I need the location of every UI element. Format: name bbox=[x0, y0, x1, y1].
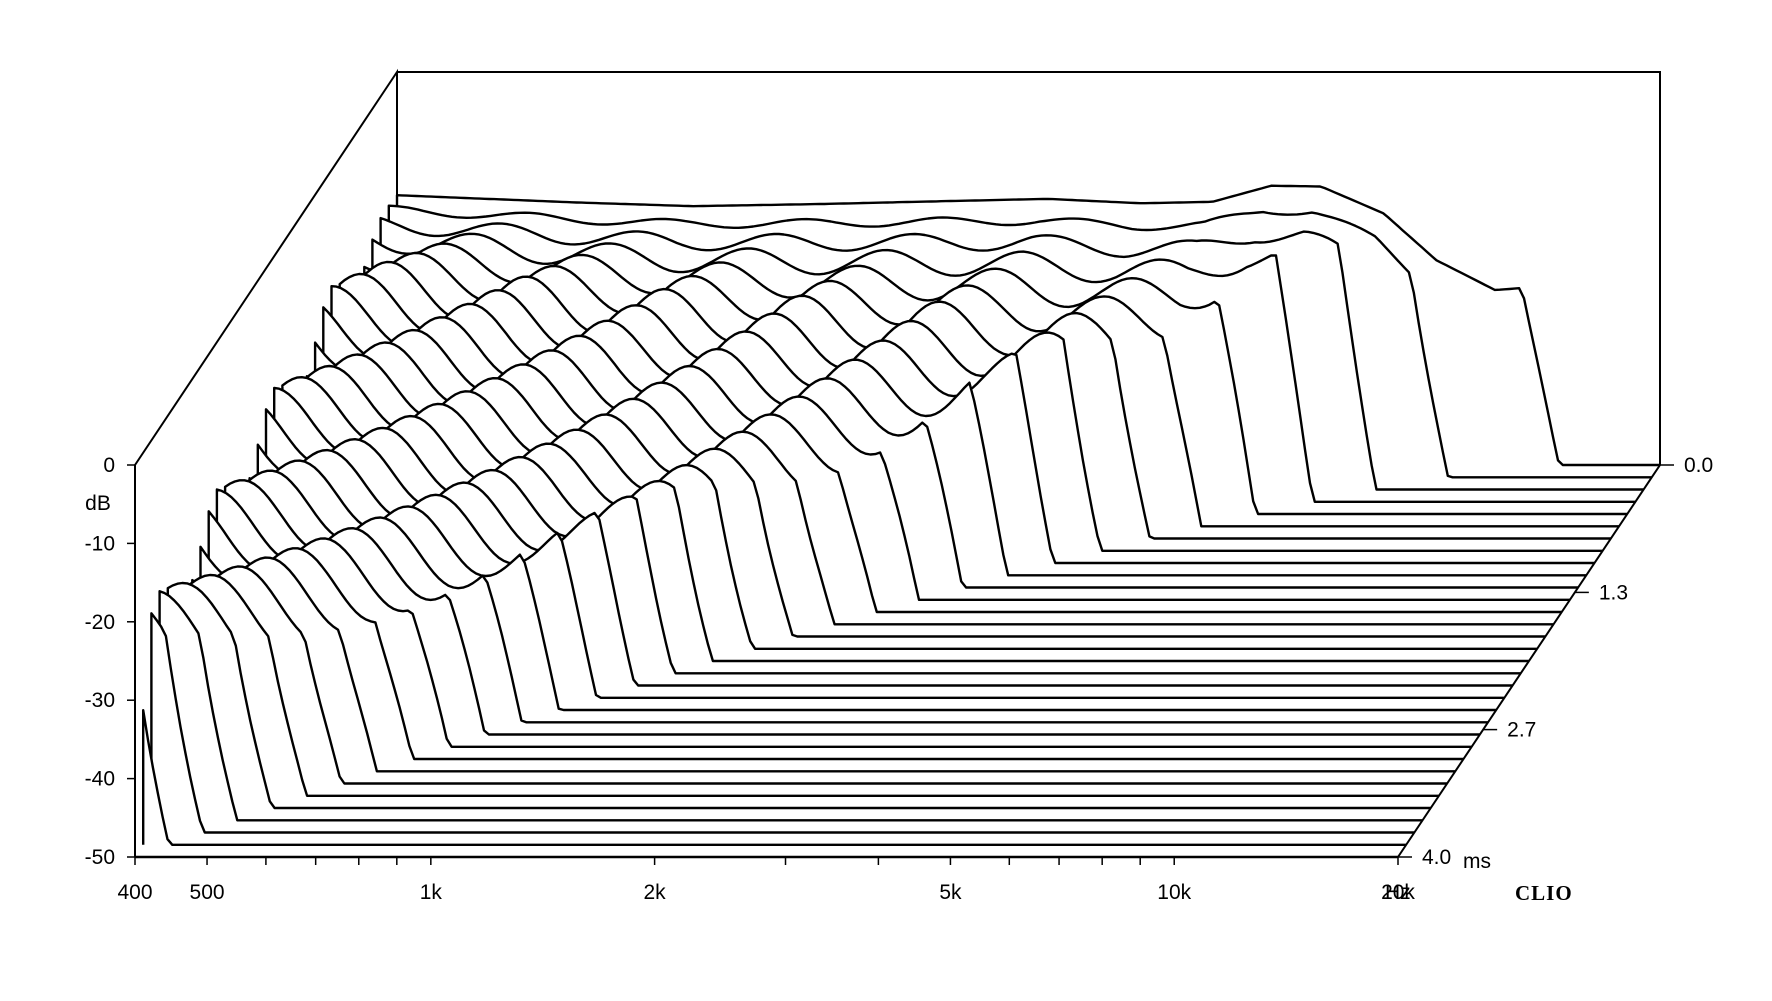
y-axis: 0 -10 -20 -30 -40 -50 bbox=[85, 454, 135, 869]
waterfall-slices bbox=[135, 184, 1660, 859]
y-tick-label: -50 bbox=[85, 846, 115, 869]
waterfall-slice bbox=[240, 459, 1505, 699]
time-axis-unit-label: ms bbox=[1463, 850, 1491, 873]
y-axis-unit-label: dB bbox=[85, 492, 111, 515]
time-tick-label: 4.0 bbox=[1422, 846, 1451, 869]
waterfall-slice bbox=[142, 709, 1407, 846]
y-tick-label: -30 bbox=[85, 689, 115, 712]
back-wall bbox=[397, 71, 1661, 465]
x-tick-label: 10k bbox=[1157, 881, 1191, 904]
waterfall-slice bbox=[150, 612, 1415, 834]
waterfall-slice bbox=[182, 565, 1448, 785]
x-tick-label: 400 bbox=[117, 881, 152, 904]
y-tick-label: -40 bbox=[85, 768, 115, 791]
waterfall-slice bbox=[166, 581, 1431, 810]
waterfall-slice bbox=[158, 590, 1423, 822]
time-tick-label: 2.7 bbox=[1507, 719, 1536, 742]
y-tick-label: 0 bbox=[103, 454, 115, 477]
x-tick-label: 2k bbox=[644, 881, 667, 904]
x-tick-label: 500 bbox=[190, 881, 225, 904]
time-tick-label: 0.0 bbox=[1684, 454, 1713, 477]
y-tick-label: -20 bbox=[85, 611, 115, 634]
time-axis: 0.0 1.3 2.7 4.0 bbox=[1398, 454, 1713, 869]
x-axis: 400 500 1k 2k 5k 10k 20k bbox=[117, 857, 1415, 904]
time-tick-label: 1.3 bbox=[1599, 581, 1628, 604]
x-tick-label: 1k bbox=[420, 881, 443, 904]
x-axis-unit-label: Hz bbox=[1385, 881, 1411, 904]
x-tick-label: 20k bbox=[1381, 881, 1415, 904]
clio-logo: CLIO bbox=[1515, 881, 1573, 905]
waterfall-slice bbox=[174, 573, 1439, 797]
y-tick-label: -10 bbox=[85, 532, 115, 555]
x-tick-label: 5k bbox=[939, 881, 962, 904]
